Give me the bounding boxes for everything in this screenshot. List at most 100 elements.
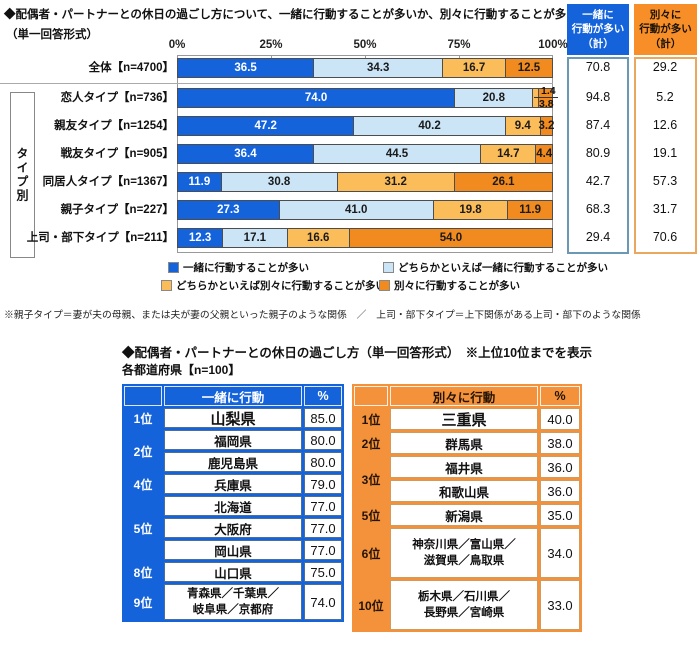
legend-swatch-icon (161, 280, 172, 291)
bar-value-label: 11.9 (519, 203, 541, 216)
bar-segment: 31.2 (337, 171, 455, 192)
bar-segment: 30.8 (221, 171, 338, 192)
summary-separate-value: 70.6 (652, 229, 678, 244)
bar-segment: 17.1 (223, 227, 288, 248)
legend-label: 別々に行動することが多い (394, 280, 520, 292)
legend-label: どちらかといえば別々に行動することが多い (176, 280, 386, 292)
bar-segment: 40.2 (354, 115, 506, 136)
prefecture-cell: 新潟県 (390, 504, 538, 526)
bar-segment: 47.2 (177, 115, 355, 136)
value-cell: 74.0 (304, 584, 342, 620)
bar-row: 12.3 17.1 16.6 54.0 (177, 227, 553, 248)
legend-item: 一緒に行動することが多い (168, 260, 309, 275)
bar-value-label: 40.2 (418, 119, 441, 132)
summary-together-value: 80.9 (585, 145, 611, 160)
rank-cell: 5位 (124, 496, 162, 560)
bar-segment: 41.0 (279, 199, 434, 220)
bar-value-label: 26.1 (492, 175, 515, 188)
bar-value-label: 34.3 (367, 62, 390, 74)
rank-cell: 1位 (124, 408, 162, 428)
bar-value-label: 3.2 (538, 119, 555, 132)
summary-separate-value: 31.7 (652, 201, 678, 216)
bar-value-label: 36.4 (234, 147, 257, 160)
table-corner-cell (354, 386, 388, 406)
category-label: 戦友タイプ【n=905】 (60, 147, 174, 160)
summary-together-value: 70.8 (585, 60, 611, 74)
rank-cell: 2位 (124, 430, 162, 472)
value-cell: 77.0 (304, 540, 342, 560)
prefecture-cell: 青森県／千葉県／ 岐阜県／京都府 (164, 584, 302, 620)
type-group-label: タイプ別 (15, 147, 29, 203)
bar-value-label: 44.5 (385, 147, 409, 160)
bar-segment: 11.9 (508, 199, 553, 220)
bar-segment: 26.1 (454, 171, 553, 192)
summary-separate-value: 57.3 (652, 173, 678, 188)
prefecture-cell: 山口県 (164, 562, 302, 582)
ranking-table-separate: 別々に行動% 1位 三重県 40.0 2位 群馬県 38.0 3位 福井県 36.0 和歌山県 36.… (352, 384, 582, 632)
bar-value-label: 54.0 (439, 231, 463, 244)
bar-value-label: 36.5 (234, 62, 257, 74)
bar-row: 27.3 41.0 19.8 11.9 (177, 199, 553, 220)
bar-segment: 14.7 (481, 143, 537, 164)
bar-segment: 20.8 (455, 87, 534, 108)
summary-together-value: 87.4 (585, 117, 611, 132)
axis-tick-label: 25% (259, 39, 283, 51)
bar-segment: 74.0 (177, 87, 456, 108)
table-header-name: 別々に行動 (390, 386, 538, 406)
separator-line (0, 83, 553, 84)
summary-header-together: 一緒に 行動が多い （計） (567, 4, 629, 55)
summary-separate-value: 29.2 (652, 60, 678, 74)
bar-segment: 4.4 (536, 143, 553, 164)
prefecture-cell: 三重県 (390, 408, 538, 430)
table-corner-cell (124, 386, 162, 406)
summary-separate-value: 5.2 (656, 89, 674, 104)
bar-value-label: 31.2 (384, 175, 407, 188)
bar-row: 36.5 34.3 16.7 12.5 (177, 58, 553, 78)
bar-value-label: 12.5 (517, 62, 541, 74)
chart-subtitle: （単一回答形式） (6, 29, 98, 41)
summary-together-value: 29.4 (585, 229, 611, 244)
axis-tick-label: 50% (353, 39, 377, 51)
legend-swatch-icon (379, 280, 390, 291)
bar-value-label: 30.8 (267, 175, 291, 188)
table-header-pct: % (540, 386, 580, 406)
category-label: 全体【n=4700】 (88, 62, 174, 74)
callout-value-amber: 1.4 (541, 85, 556, 97)
value-cell: 77.0 (304, 518, 342, 538)
bar-value-label: 9.4 (514, 119, 531, 132)
value-cell: 85.0 (304, 408, 342, 428)
bar-value-label: 4.4 (536, 147, 553, 160)
bar-segment: 12.5 (505, 58, 553, 78)
category-label: 上司・部下タイプ【n=211】 (26, 231, 174, 244)
prefecture-cell: 大阪府 (164, 518, 302, 538)
bar-row: 47.2 40.2 9.4 3.2 (177, 115, 555, 136)
bar-row: 11.9 30.8 31.2 26.1 (177, 171, 553, 192)
rank-cell: 10位 (354, 580, 388, 630)
rank-cell: 9位 (124, 584, 162, 620)
bar-segment: 44.5 (313, 143, 482, 164)
bar-value-label: 16.6 (307, 231, 330, 244)
bar-value-label: 17.1 (243, 231, 267, 244)
bar-value-label: 19.8 (459, 203, 482, 216)
category-label: 恋人タイプ【n=736】 (60, 91, 174, 104)
value-cell: 79.0 (304, 474, 342, 494)
bar-value-label: 47.2 (254, 119, 277, 132)
bar-segment: 3.2 (538, 115, 555, 136)
prefecture-cell: 岡山県 (164, 540, 302, 560)
prefecture-cell: 栃木県／石川県／ 長野県／宮崎県 (390, 580, 538, 630)
value-cell: 33.0 (540, 580, 580, 630)
value-cell: 75.0 (304, 562, 342, 582)
axis-tick-label: 100% (538, 39, 568, 51)
legend-label: 一緒に行動することが多い (183, 262, 309, 274)
prefecture-cell: 福井県 (390, 456, 538, 478)
value-cell: 80.0 (304, 452, 342, 472)
bar-value-label: 20.8 (482, 91, 506, 104)
ranking-subtitle: 各都道府県【n=100】 (122, 363, 241, 377)
prefecture-cell: 神奈川県／富山県／ 滋賀県／鳥取県 (390, 528, 538, 578)
axis-tick-label: 75% (447, 39, 471, 51)
category-label: 親友タイプ【n=1254】 (54, 119, 174, 132)
footnote: ※親子タイプ＝妻が夫の母親、または夫が妻の父親といった親子のような関係 ／ 上司… (4, 310, 641, 321)
legend-item: どちらかといえば一緒に行動することが多い (383, 260, 608, 275)
bar-value-label: 14.7 (497, 147, 520, 160)
bar-segment: 36.4 (177, 143, 314, 164)
